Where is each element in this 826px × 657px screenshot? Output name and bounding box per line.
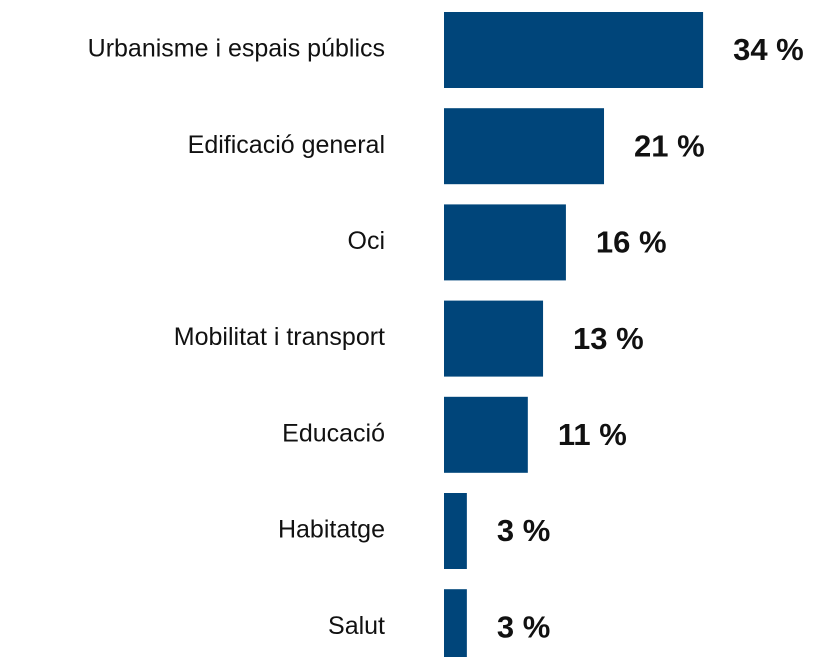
category-label: Oci	[348, 227, 386, 255]
category-label: Edificació general	[188, 131, 385, 159]
value-label: 11 %	[558, 417, 627, 452]
bar	[444, 396, 528, 473]
category-label: Educació	[282, 419, 385, 447]
category-label: Mobilitat i transport	[174, 323, 385, 351]
bar	[444, 108, 605, 185]
value-label: 3 %	[497, 513, 550, 548]
category-label: Salut	[328, 612, 385, 640]
category-label: Habitatge	[278, 516, 385, 544]
bar	[444, 12, 704, 88]
value-label: 13 %	[573, 321, 644, 356]
bar	[444, 493, 467, 569]
bar	[444, 204, 566, 281]
value-label: 3 %	[497, 609, 550, 644]
value-label: 21 %	[634, 128, 705, 163]
bar	[444, 589, 467, 657]
bar	[444, 300, 544, 377]
category-label: Urbanisme i espais públics	[88, 35, 385, 63]
value-label: 16 %	[596, 225, 667, 260]
value-label: 34 %	[733, 32, 804, 67]
